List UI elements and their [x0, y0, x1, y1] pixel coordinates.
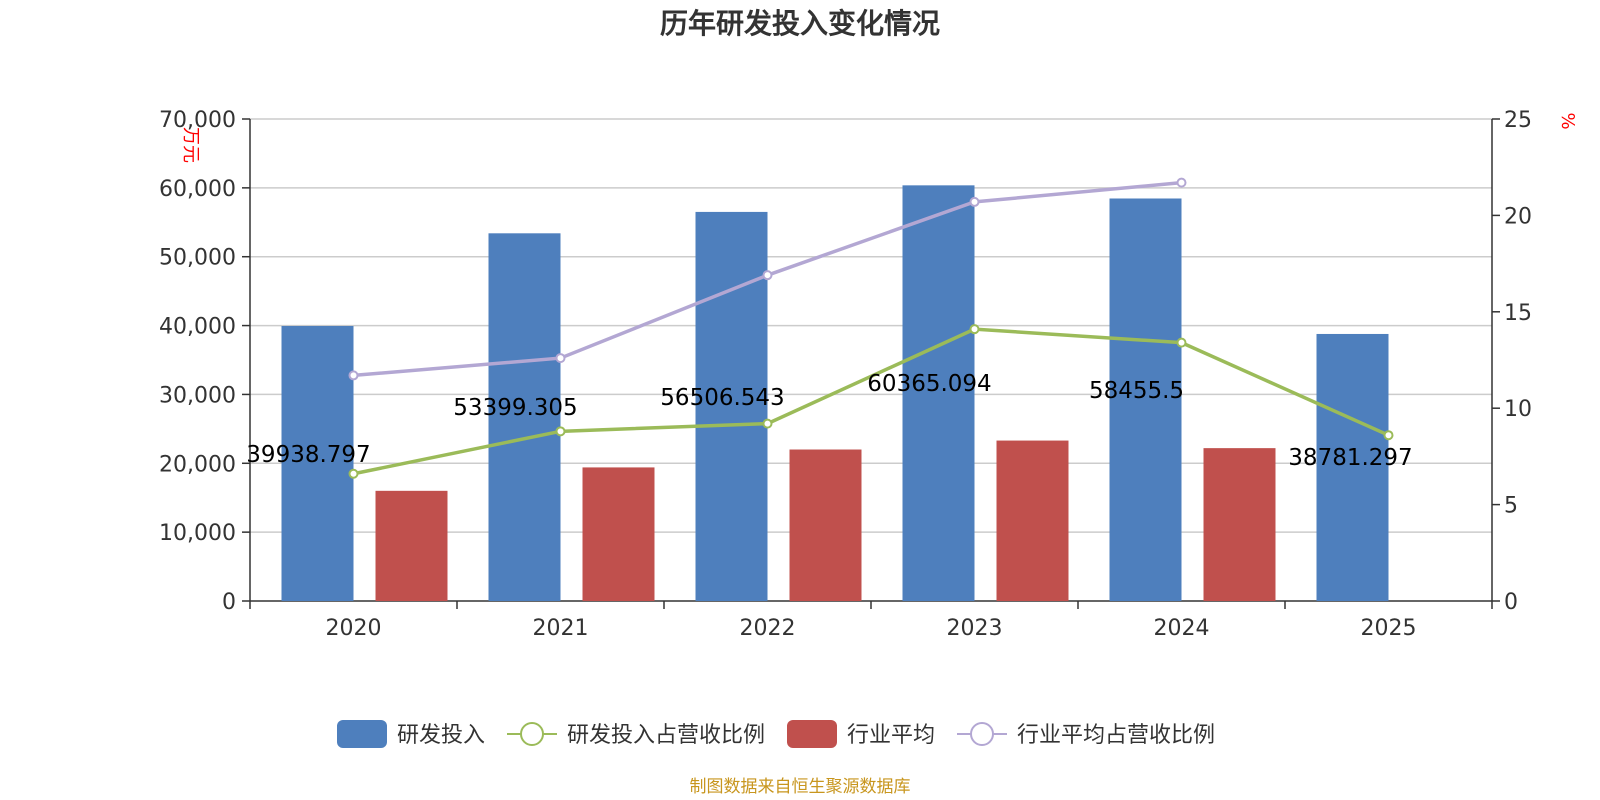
legend-swatch-研发投入: [337, 720, 387, 748]
data-label: 53399.305: [453, 395, 577, 421]
x-tick-label: 2021: [533, 616, 589, 641]
bar-行业平均: [789, 449, 862, 601]
point-研发投入占营收比例: [1383, 430, 1394, 441]
data-label: 58455.5: [1089, 378, 1184, 404]
y-right-unit: %: [1557, 112, 1578, 129]
data-label: 39938.797: [246, 442, 370, 468]
bar-研发投入: [695, 211, 768, 601]
bar-行业平均: [1203, 448, 1276, 601]
x-tick-label: 2025: [1361, 616, 1417, 641]
bar-研发投入: [1109, 198, 1182, 601]
y-right-tick-label: 20: [1504, 204, 1532, 229]
y-left-tick-label: 30,000: [159, 383, 236, 408]
y-right-tick-label: 5: [1504, 494, 1518, 519]
y-left-tick-label: 0: [222, 590, 236, 615]
bar-行业平均: [375, 490, 448, 601]
bar-行业平均: [582, 467, 655, 601]
legend-marker-行业平均占营收比例: [970, 722, 994, 746]
bar-行业平均: [996, 440, 1069, 601]
point-研发投入占营收比例: [762, 418, 773, 429]
point-研发投入占营收比例: [555, 426, 566, 437]
source-note: 制图数据来自恒生聚源数据库: [690, 777, 911, 797]
legend-swatch-行业平均: [787, 720, 837, 748]
point-研发投入占营收比例: [348, 468, 359, 479]
y-right-tick-label: 0: [1504, 590, 1518, 615]
y-left-unit: 万元: [180, 127, 201, 163]
point-行业平均占营收比例: [969, 196, 980, 207]
y-left-tick-label: 20,000: [159, 452, 236, 477]
chart-title: 历年研发投入变化情况: [660, 7, 940, 40]
line-研发投入占营收比例: [353, 327, 1390, 476]
x-tick-label: 2023: [947, 616, 1003, 641]
y-left-tick-label: 70,000: [159, 108, 236, 133]
point-行业平均占营收比例: [1176, 177, 1187, 188]
legend-marker-研发投入占营收比例: [520, 722, 544, 746]
legend-label: 研发投入占营收比例: [567, 723, 765, 748]
data-label: 56506.543: [660, 385, 784, 411]
y-left-tick-label: 50,000: [159, 246, 236, 271]
bar-研发投入: [281, 325, 354, 601]
point-研发投入占营收比例: [1176, 337, 1187, 348]
bar-研发投入: [1316, 333, 1389, 601]
y-left-tick-label: 40,000: [159, 315, 236, 340]
point-行业平均占营收比例: [348, 370, 359, 381]
y-right-tick-label: 15: [1504, 301, 1532, 326]
y-right-tick-label: 10: [1504, 397, 1532, 422]
x-tick-label: 2024: [1154, 616, 1210, 641]
data-label: 38781.297: [1288, 445, 1412, 471]
legend-label: 行业平均占营收比例: [1017, 723, 1215, 748]
x-tick-label: 2020: [326, 616, 382, 641]
bar-研发投入: [488, 233, 561, 601]
y-right-tick-label: 25: [1504, 108, 1532, 133]
y-left-tick-label: 60,000: [159, 177, 236, 202]
legend-label: 研发投入: [397, 723, 485, 748]
point-行业平均占营收比例: [762, 270, 773, 281]
x-tick-label: 2022: [740, 616, 796, 641]
point-行业平均占营收比例: [555, 353, 566, 364]
legend-label: 行业平均: [847, 723, 935, 748]
point-研发投入占营收比例: [969, 324, 980, 335]
data-label: 60365.094: [867, 371, 991, 397]
y-left-tick-label: 10,000: [159, 521, 236, 546]
bar-研发投入: [902, 185, 975, 602]
